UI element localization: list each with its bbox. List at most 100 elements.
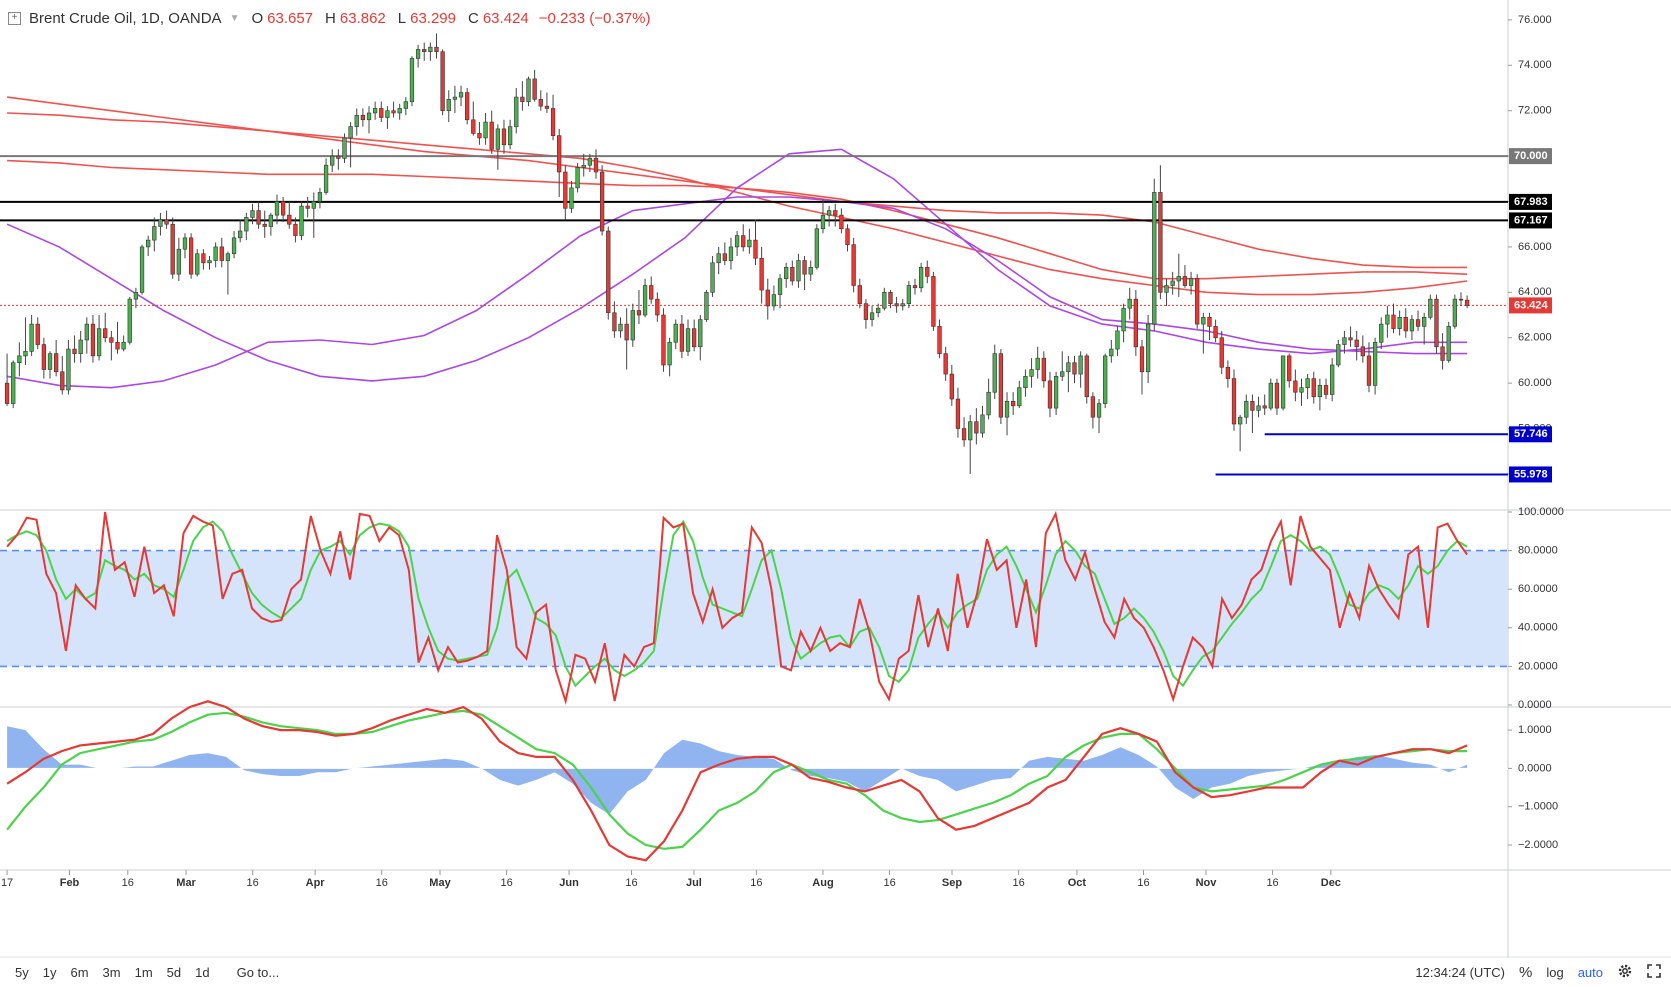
candle-body bbox=[1188, 278, 1194, 286]
candle-body bbox=[1262, 405, 1267, 409]
candle-body bbox=[1440, 346, 1445, 361]
candle-body bbox=[642, 285, 648, 316]
candle-body bbox=[35, 323, 40, 345]
candle-body bbox=[11, 362, 16, 404]
candle-body bbox=[814, 228, 819, 268]
candle-body bbox=[1428, 298, 1433, 318]
candle-body bbox=[360, 114, 366, 121]
candle-body bbox=[1225, 366, 1231, 379]
candle-body bbox=[121, 341, 126, 350]
moving-average-line bbox=[6, 196, 1468, 389]
candle-body bbox=[1415, 319, 1421, 327]
last-price-tag bbox=[1509, 297, 1552, 314]
time-tick-label: 16 bbox=[1013, 877, 1025, 889]
candle-body bbox=[563, 171, 568, 209]
candle-body bbox=[1145, 323, 1151, 373]
time-tick-label: 16 bbox=[1137, 877, 1149, 889]
candle-body bbox=[557, 135, 562, 173]
candle-body bbox=[925, 267, 930, 277]
candle-body bbox=[1354, 339, 1359, 348]
candle-body bbox=[317, 192, 323, 202]
candle-body bbox=[550, 108, 556, 136]
time-tick-label: 16 bbox=[625, 877, 637, 889]
candle-body bbox=[1017, 387, 1022, 407]
stochastic-tick-label: 80.0000 bbox=[1518, 545, 1558, 557]
candle-body bbox=[876, 307, 881, 314]
timeframe-5d[interactable]: 5d bbox=[166, 965, 182, 980]
candle-body bbox=[618, 323, 623, 332]
timeframe-1y[interactable]: 1y bbox=[42, 965, 57, 980]
candle-body bbox=[133, 292, 139, 300]
gear-icon[interactable] bbox=[1617, 963, 1633, 982]
time-tick-label: 16 bbox=[500, 877, 512, 889]
stochastic-tick-label: 20.0000 bbox=[1518, 660, 1558, 672]
candle-body bbox=[446, 99, 451, 112]
candle-body bbox=[90, 323, 96, 357]
timeframe-1d[interactable]: 1d bbox=[195, 965, 210, 980]
candle-body bbox=[532, 78, 537, 100]
timeframe-1m[interactable]: 1m bbox=[134, 965, 153, 980]
change-value: −0.233 (−0.37%) bbox=[538, 10, 651, 27]
macd-tick-label: 1.0000 bbox=[1518, 724, 1552, 736]
candle-body bbox=[661, 314, 666, 366]
candle-body bbox=[1053, 376, 1059, 409]
candle-body bbox=[544, 105, 550, 109]
candle-body bbox=[256, 210, 261, 225]
fullscreen-icon[interactable] bbox=[1647, 964, 1661, 981]
timeframe-6m[interactable]: 6m bbox=[70, 965, 89, 980]
candle-body bbox=[869, 312, 875, 320]
candle-body bbox=[599, 171, 605, 232]
candle-body bbox=[213, 246, 218, 261]
candle-body bbox=[366, 112, 372, 121]
candle-body bbox=[765, 289, 770, 307]
symbol-title[interactable]: Brent Crude Oil, 1D, OANDA bbox=[29, 10, 222, 27]
price-tick-label: 60.000 bbox=[1518, 377, 1552, 389]
candle-body bbox=[1219, 337, 1224, 368]
candle-body bbox=[839, 214, 844, 230]
level-price-tag bbox=[1509, 148, 1552, 165]
candle-body bbox=[29, 323, 34, 352]
candle-body bbox=[1299, 387, 1304, 393]
time-tick-label: 16 bbox=[750, 877, 762, 889]
timeframe-5y[interactable]: 5y bbox=[15, 965, 29, 980]
candle-body bbox=[1164, 285, 1169, 293]
timeframe-3m[interactable]: 3m bbox=[102, 965, 121, 980]
time-tick-label: Sep bbox=[942, 877, 962, 889]
symbol-menu-icon[interactable]: + bbox=[8, 12, 21, 25]
candle-body bbox=[894, 303, 899, 307]
candle-body bbox=[84, 323, 89, 341]
candle-body bbox=[1060, 371, 1065, 377]
time-tick-label: 16 bbox=[247, 877, 259, 889]
time-tick-label: Dec bbox=[1321, 877, 1341, 889]
time-tick-label: Jul bbox=[686, 877, 702, 889]
candle-body bbox=[753, 239, 758, 259]
candle-body bbox=[195, 253, 200, 275]
candle-body bbox=[851, 244, 856, 286]
candle-body bbox=[520, 96, 525, 102]
candle-body bbox=[23, 351, 28, 357]
candle-body bbox=[1176, 276, 1181, 282]
candle-body bbox=[796, 260, 801, 282]
goto-button[interactable]: Go to... bbox=[236, 965, 280, 980]
candle-body bbox=[1403, 316, 1408, 332]
candle-body bbox=[287, 214, 292, 225]
utc-clock[interactable]: 12:34:24 (UTC) bbox=[1415, 965, 1505, 980]
chevron-down-icon[interactable]: ▼ bbox=[229, 13, 240, 24]
candle-body bbox=[1452, 298, 1457, 327]
candle-body bbox=[489, 121, 494, 150]
candle-body bbox=[1121, 307, 1126, 332]
macd-tick-label: 0.0000 bbox=[1518, 762, 1552, 774]
candle-body bbox=[1446, 326, 1451, 361]
candle-body bbox=[857, 285, 862, 304]
level-price-label: 70.000 bbox=[1514, 150, 1548, 162]
candle-body bbox=[630, 310, 635, 341]
close-label: C bbox=[468, 10, 479, 27]
percent-toggle[interactable]: % bbox=[1518, 964, 1533, 981]
candle-body bbox=[41, 344, 47, 370]
auto-scale-toggle[interactable]: auto bbox=[1577, 965, 1603, 980]
time-tick-label: May bbox=[429, 877, 451, 889]
log-toggle[interactable]: log bbox=[1546, 965, 1564, 980]
candle-body bbox=[1385, 314, 1390, 325]
candle-body bbox=[225, 253, 231, 261]
